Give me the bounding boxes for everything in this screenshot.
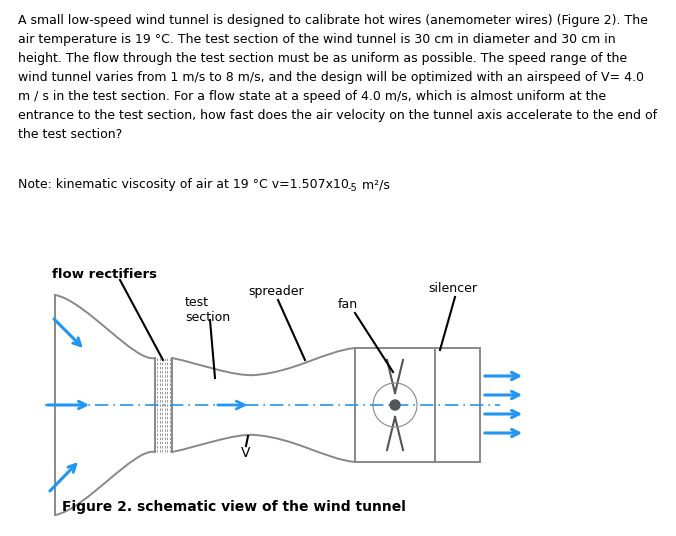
Text: fan: fan: [338, 298, 358, 311]
Text: spreader: spreader: [248, 285, 304, 298]
Text: m²/s: m²/s: [358, 178, 390, 191]
Text: Figure 2. schematic view of the wind tunnel: Figure 2. schematic view of the wind tun…: [62, 500, 406, 514]
Text: V: V: [241, 446, 251, 460]
Text: flow rectifiers: flow rectifiers: [52, 268, 157, 281]
Text: silencer: silencer: [428, 282, 477, 295]
Text: -5: -5: [348, 183, 358, 193]
Circle shape: [390, 400, 400, 410]
Text: test
section: test section: [185, 296, 230, 324]
Text: Note: kinematic viscosity of air at 19 °C v=1.507x10: Note: kinematic viscosity of air at 19 °…: [18, 178, 349, 191]
Text: A small low-speed wind tunnel is designed to calibrate hot wires (anemometer wir: A small low-speed wind tunnel is designe…: [18, 14, 657, 141]
